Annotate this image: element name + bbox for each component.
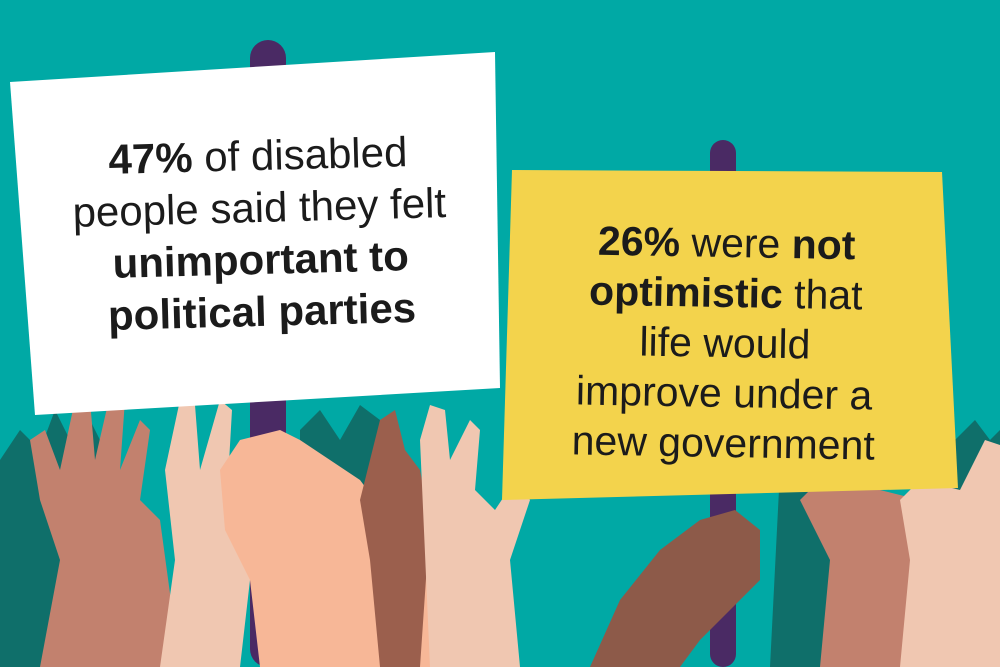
yellow-sign-board — [502, 170, 958, 500]
stat-26-percent: 26% — [597, 217, 681, 266]
yellow-sign-line-5: new government — [571, 417, 876, 469]
yellow-sign-text: 26% were not optimistic that life would … — [523, 215, 927, 472]
yellow-sign-line-2: optimistic that — [525, 265, 926, 322]
yellow-sign-not: not — [791, 221, 856, 269]
yellow-sign-line-1-mid: were — [679, 219, 793, 268]
hands-layer — [30, 395, 1000, 667]
yellow-sign-optimistic: optimistic — [588, 267, 784, 317]
yellow-sign-line-4: improve under a — [575, 367, 873, 419]
yellow-sign-line-3: life would — [639, 318, 811, 368]
yellow-sign-line-1: 26% were not — [526, 215, 927, 272]
yellow-sign-line-2-rest: that — [782, 271, 863, 319]
white-sign-line-4: political parties — [107, 283, 417, 339]
white-sign-board — [10, 52, 500, 415]
stat-47-percent: 47% — [107, 133, 194, 183]
white-sign-text: 47% of disabled people said they felt un… — [57, 125, 462, 343]
white-sign-line-1-rest: of disabled — [191, 128, 408, 181]
